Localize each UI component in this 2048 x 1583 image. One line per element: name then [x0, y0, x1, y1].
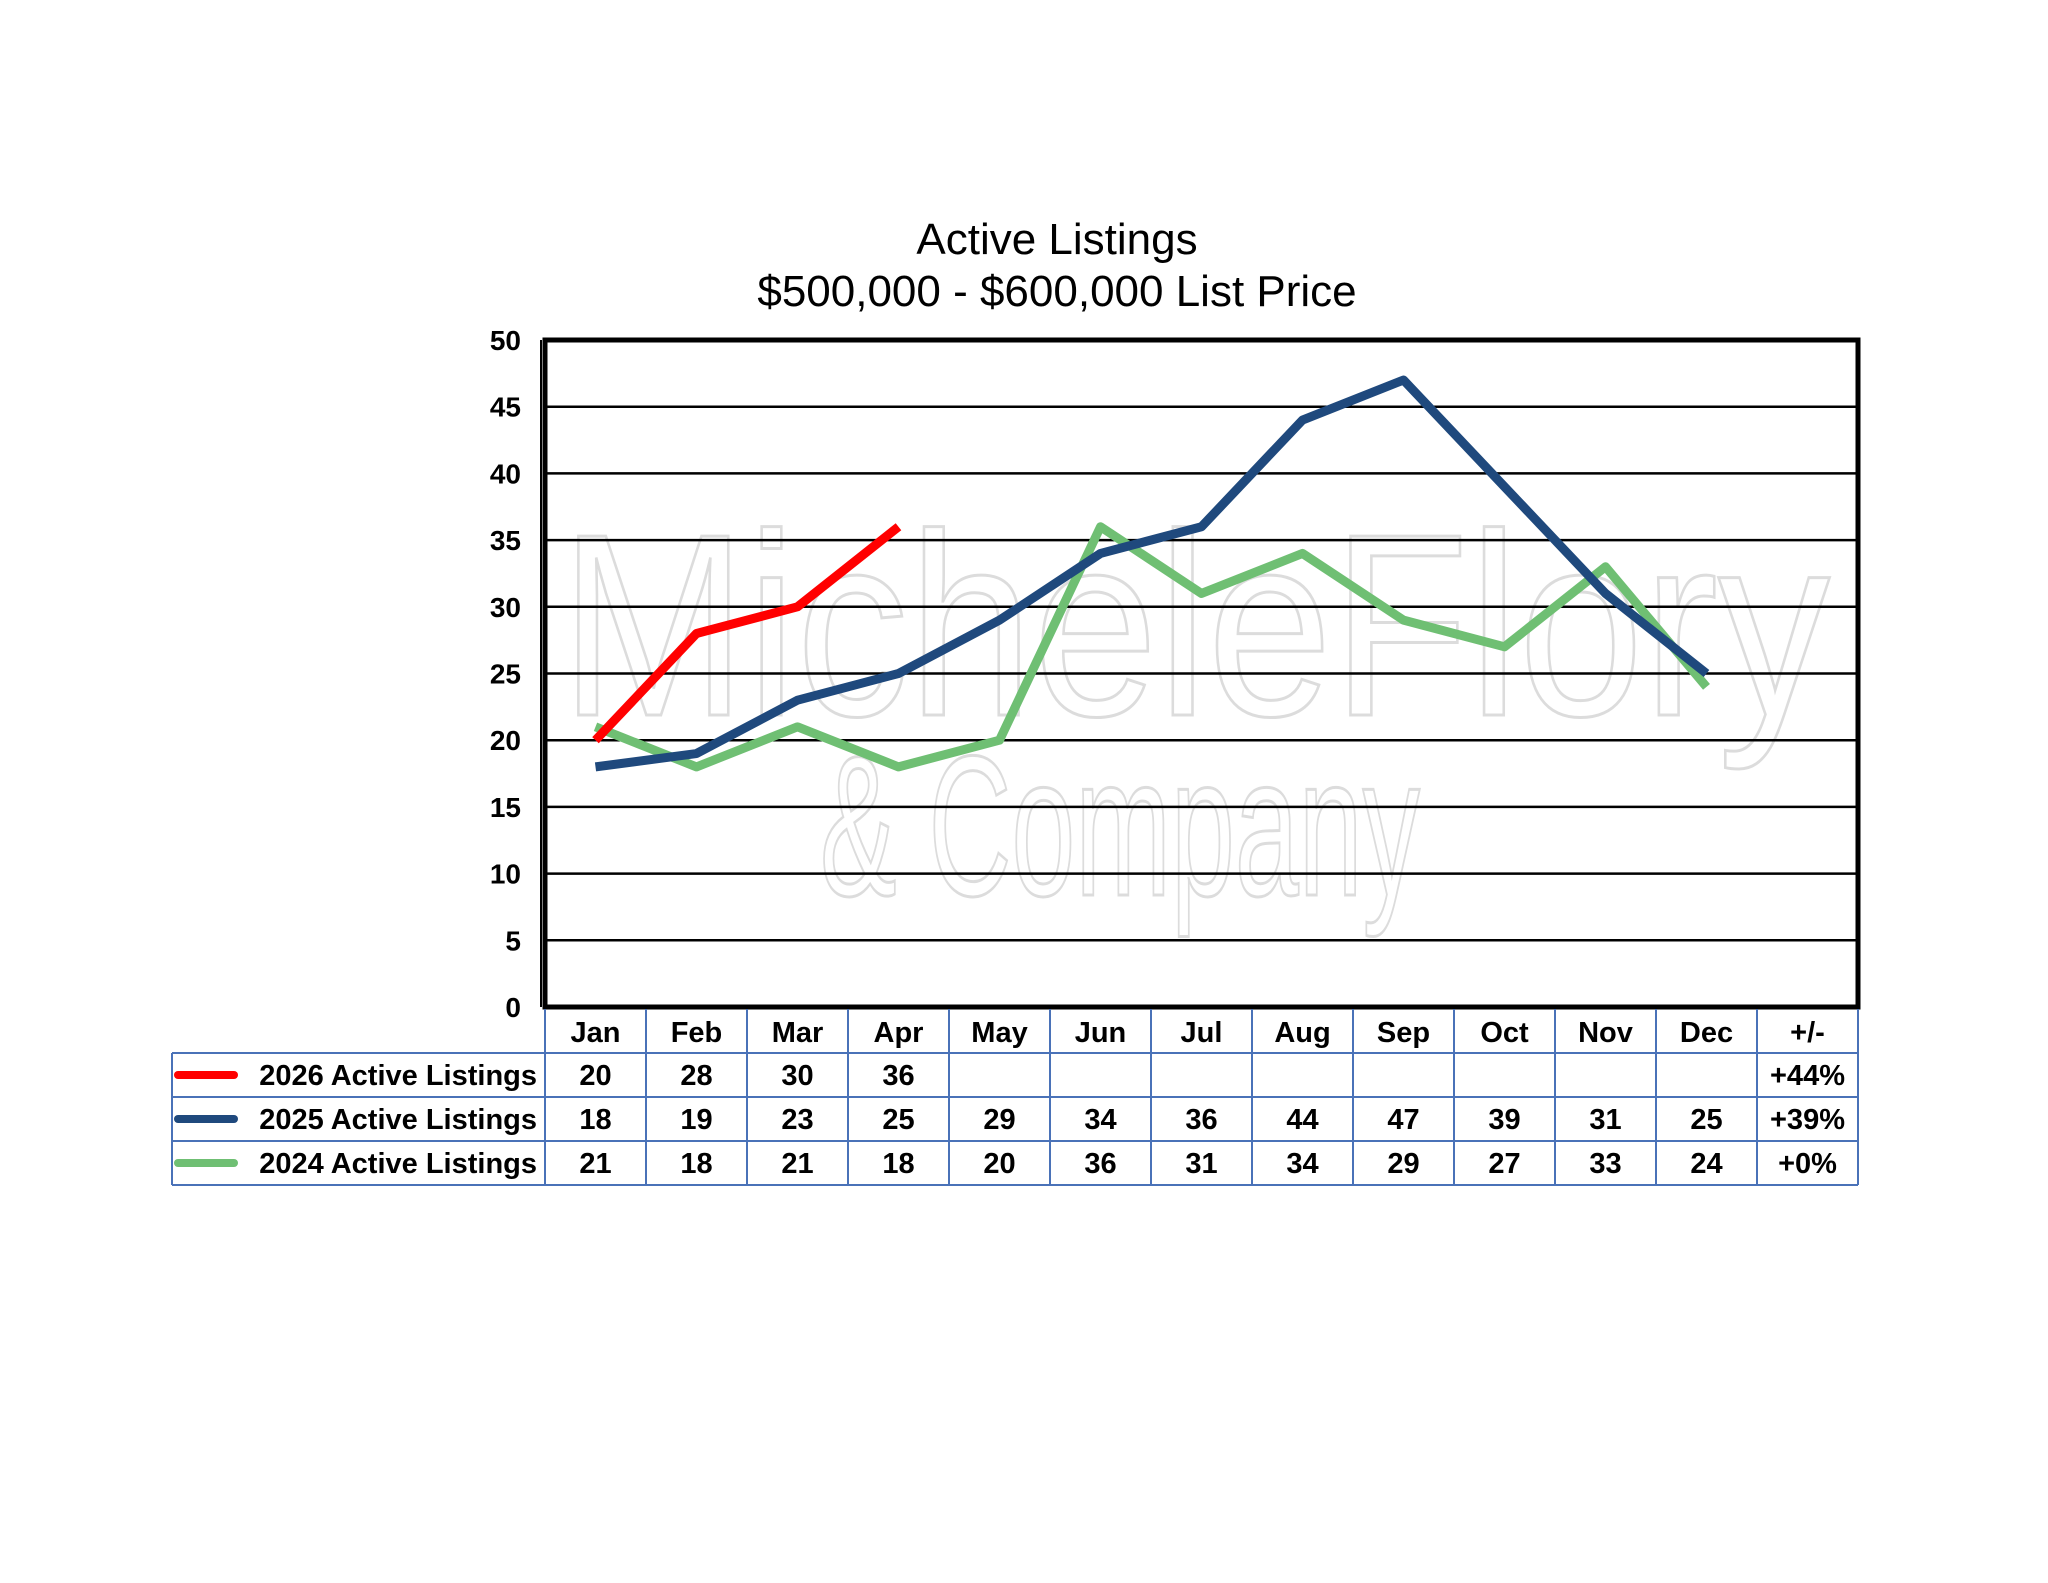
table-cell-value: 36 [1185, 1104, 1217, 1136]
x-category-label: May [971, 1017, 1027, 1049]
table-cell-value: 34 [1286, 1148, 1318, 1180]
chart-subtitle: $500,000 - $600,000 List Price [757, 267, 1356, 316]
table-cell-change: +39% [1770, 1104, 1845, 1136]
x-category-label: Jun [1075, 1017, 1127, 1049]
x-category-label: Jul [1181, 1017, 1223, 1049]
table-cell-value: 25 [882, 1104, 914, 1136]
change-column-header: +/- [1790, 1017, 1825, 1049]
chart-title: Active Listings [916, 215, 1197, 264]
table-cell-value: 20 [579, 1060, 611, 1092]
data-table-grid [171, 1009, 1859, 1186]
x-category-label: Feb [671, 1017, 723, 1049]
table-cell-value: 27 [1488, 1148, 1520, 1180]
y-tick-label: 20 [490, 725, 521, 756]
y-tick-label: 10 [490, 859, 521, 890]
watermark-line2: & Company [820, 715, 1420, 938]
x-category-label: Dec [1680, 1017, 1733, 1049]
y-axis-tick-labels: 0 5 10 15 20 25 30 35 40 45 50 [490, 325, 521, 1023]
table-cell-value: 36 [882, 1060, 914, 1092]
y-tick-label: 25 [490, 659, 521, 690]
x-category-label: Mar [772, 1017, 824, 1049]
table-cell-value: 20 [983, 1148, 1015, 1180]
x-category-label: Jan [571, 1017, 621, 1049]
x-category-label: Oct [1480, 1017, 1529, 1049]
table-cell-value: 21 [781, 1148, 813, 1180]
table-cell-value: 34 [1084, 1104, 1116, 1136]
data-table: Jan Feb Mar Apr May Jun Jul Aug Sep Oct Nov Dec +/- 2… [171, 1009, 1859, 1186]
table-cell-value: 28 [680, 1060, 712, 1092]
table-cell-value: 25 [1690, 1104, 1722, 1136]
y-tick-label: 40 [490, 458, 521, 489]
x-category-label: Nov [1578, 1017, 1633, 1049]
table-cell-value: 29 [1387, 1148, 1419, 1180]
table-cell-value: 21 [579, 1148, 611, 1180]
table-cell-value: 24 [1690, 1148, 1722, 1180]
series-line [593, 522, 1710, 772]
table-cell-value: 31 [1185, 1148, 1217, 1180]
x-category-label: Apr [874, 1017, 924, 1049]
table-cell-value: 39 [1488, 1104, 1520, 1136]
table-cell-change: +0% [1778, 1148, 1837, 1180]
y-tick-label: 30 [490, 592, 521, 623]
table-cell-value: 18 [680, 1148, 712, 1180]
series-lines [592, 375, 1710, 772]
y-tick-label: 0 [505, 992, 521, 1023]
legend-series-name: 2024 Active Listings [259, 1148, 537, 1180]
series-line [594, 375, 1710, 772]
series-line [592, 523, 902, 744]
watermark-logo: MicheleFlory & Company [559, 480, 1832, 940]
table-cell-value: 47 [1387, 1104, 1419, 1136]
table-cell-value: 23 [781, 1104, 813, 1136]
table-cell-value: 29 [983, 1104, 1015, 1136]
plot-area-frame [542, 337, 1861, 1010]
legend-series-name: 2025 Active Listings [259, 1104, 537, 1136]
table-cell-value: 18 [579, 1104, 611, 1136]
data-table-text: Jan Feb Mar Apr May Jun Jul Aug Sep Oct Nov Dec +/- 2… [174, 1017, 1845, 1180]
y-tick-label: 5 [505, 925, 521, 956]
table-cell-value: 31 [1589, 1104, 1621, 1136]
table-cell-value: 33 [1589, 1148, 1621, 1180]
table-cell-value: 36 [1084, 1148, 1116, 1180]
table-cell-change: +44% [1770, 1060, 1845, 1092]
table-cell-value: 19 [680, 1104, 712, 1136]
y-tick-label: 15 [490, 792, 521, 823]
x-category-label: Sep [1377, 1017, 1430, 1049]
x-category-label: Aug [1274, 1017, 1330, 1049]
y-tick-label: 50 [490, 325, 521, 356]
table-cell-value: 44 [1286, 1104, 1318, 1136]
y-tick-label: 45 [490, 392, 521, 423]
table-cell-value: 30 [781, 1060, 813, 1092]
table-cell-value: 18 [882, 1148, 914, 1180]
legend-series-name: 2026 Active Listings [259, 1060, 537, 1092]
y-tick-label: 35 [490, 525, 521, 556]
